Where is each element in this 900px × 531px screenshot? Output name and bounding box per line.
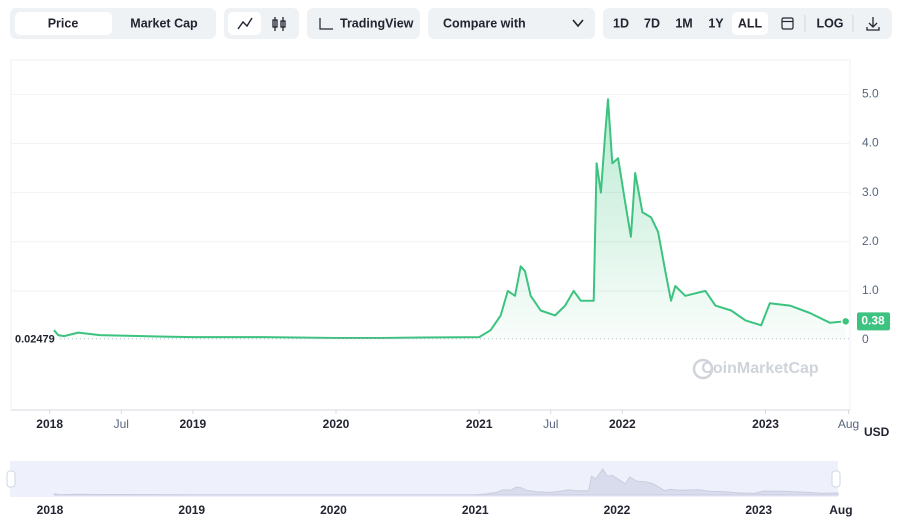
tab[interactable]: Price <box>48 16 79 30</box>
tab[interactable]: Market Cap <box>130 16 198 30</box>
last-price-label: 0.38 <box>861 314 885 328</box>
x-tick-label: Jul <box>114 417 129 431</box>
navigator-tick-label: Aug <box>829 503 852 517</box>
range-button[interactable]: 1M <box>675 16 692 30</box>
navigator-tick-label: 2018 <box>37 503 64 517</box>
range-button[interactable]: 7D <box>644 16 660 30</box>
y-tick-label: 1.0 <box>862 283 879 297</box>
tradingview-button[interactable] <box>307 8 420 39</box>
navigator-area <box>53 468 839 496</box>
navigator-tick-label: 2020 <box>320 503 347 517</box>
y-tick-label: 4.0 <box>862 136 879 150</box>
x-tick-label: 2021 <box>466 417 493 431</box>
candle-icon[interactable] <box>272 17 286 31</box>
x-tick-label: 2020 <box>323 417 350 431</box>
tv-icon <box>319 18 333 30</box>
range-button[interactable]: 1Y <box>708 16 724 30</box>
range-active[interactable] <box>732 12 768 35</box>
x-tick-label: 2022 <box>609 417 636 431</box>
navigator-handle[interactable] <box>6 470 16 488</box>
navigator-tick-label: 2021 <box>462 503 489 517</box>
y-tick-label: 3.0 <box>862 185 879 199</box>
x-tick-label: 2018 <box>36 417 63 431</box>
navigator-tick-label: 2023 <box>745 503 772 517</box>
watermark: CoinMarketCap <box>701 360 819 377</box>
download-icon[interactable] <box>866 17 880 31</box>
y-tick-label: 0 <box>862 332 869 346</box>
log-button[interactable]: LOG <box>816 16 843 30</box>
tab-active[interactable] <box>15 12 112 35</box>
y-tick-label: 2.0 <box>862 234 879 248</box>
calendar-icon[interactable] <box>781 17 794 30</box>
last-price-badge <box>857 312 890 331</box>
x-tick-label: 2023 <box>752 417 779 431</box>
x-tick-label: Jul <box>543 417 558 431</box>
plot-frame <box>10 59 851 411</box>
line-icon-glyph <box>237 17 253 30</box>
price-line <box>53 98 846 339</box>
last-point <box>840 316 851 327</box>
navigator-handle[interactable] <box>831 470 841 488</box>
currency-label: USD <box>864 425 890 439</box>
price-area <box>53 99 846 340</box>
tradingview-label[interactable]: TradingView <box>340 16 414 30</box>
range-button[interactable]: 1D <box>613 16 629 30</box>
navigator-tick-label: 2019 <box>178 503 205 517</box>
watermark-logo <box>692 358 714 380</box>
compare-label[interactable]: Compare with <box>443 16 526 30</box>
chevron <box>572 19 584 28</box>
navigator-tick-label: 2022 <box>604 503 631 517</box>
y-tick-label: 5.0 <box>862 87 879 101</box>
compare-dropdown[interactable] <box>428 8 595 39</box>
x-tick-label: 2019 <box>179 417 206 431</box>
x-tick-label: Aug <box>838 417 859 431</box>
low-label: 0.02479 <box>15 334 55 346</box>
range-button[interactable]: ALL <box>738 16 763 30</box>
